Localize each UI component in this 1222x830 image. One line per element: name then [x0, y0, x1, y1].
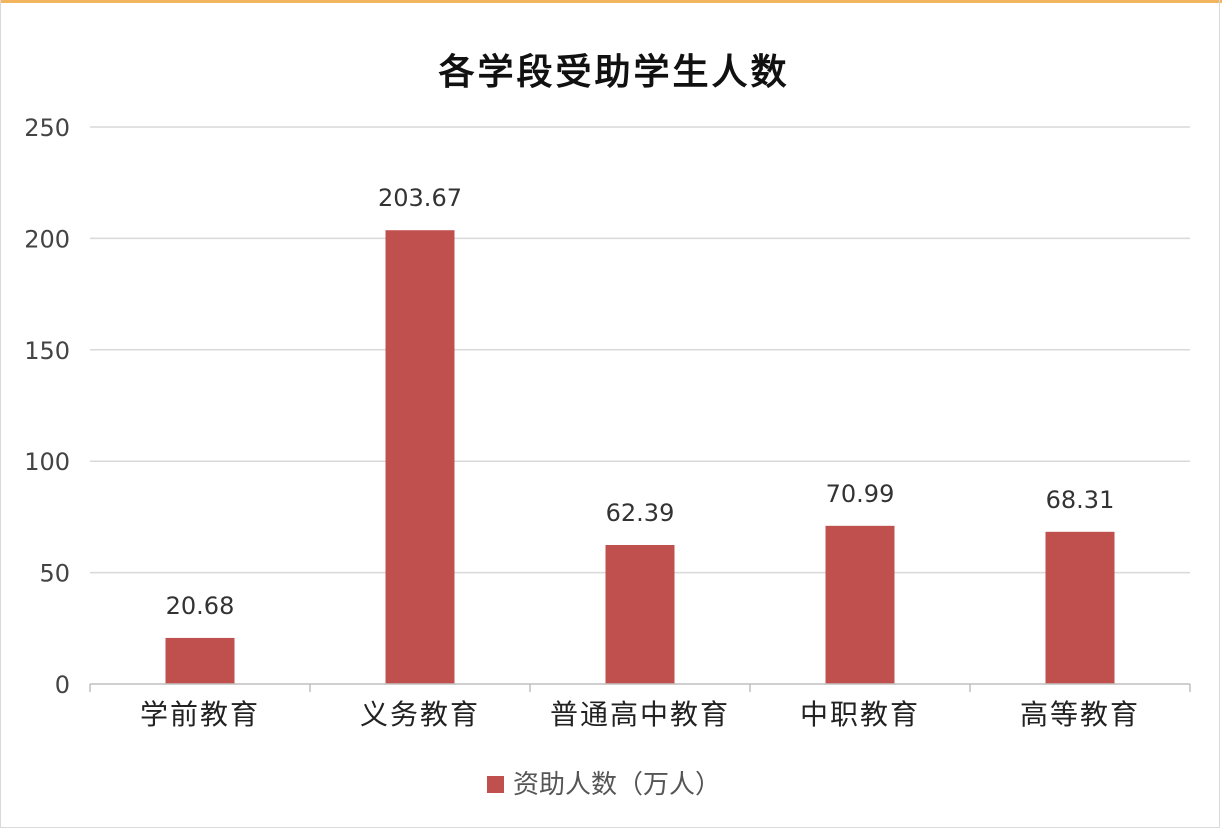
top-accent-line — [0, 0, 1222, 3]
data-labels: 20.68 203.67 62.39 70.99 68.31 — [166, 184, 1115, 620]
x-category-label: 普通高中教育 — [550, 698, 730, 731]
data-label: 203.67 — [378, 184, 462, 212]
y-tick-label: 200 — [24, 225, 70, 253]
y-tick-label: 50 — [39, 560, 70, 588]
x-axis: 学前教育 义务教育 普通高中教育 中职教育 高等教育 — [89, 683, 1191, 731]
x-category-label: 义务教育 — [360, 698, 480, 731]
bar — [385, 230, 455, 684]
y-axis-ticks: 0 50 100 150 200 250 — [24, 114, 70, 699]
data-label: 20.68 — [166, 592, 235, 620]
data-label: 62.39 — [606, 499, 675, 527]
x-category-label: 学前教育 — [140, 698, 260, 731]
y-tick-label: 150 — [24, 337, 70, 365]
legend-label: 资助人数（万人） — [513, 770, 721, 800]
bar — [165, 637, 235, 684]
y-tick-label: 250 — [24, 114, 70, 142]
data-label: 70.99 — [826, 480, 895, 508]
bar — [825, 525, 895, 684]
bar — [1045, 531, 1115, 684]
x-category-label: 中职教育 — [800, 698, 920, 731]
bar — [605, 544, 675, 684]
bars — [165, 230, 1115, 684]
gridlines — [90, 126, 1190, 574]
y-tick-label: 0 — [55, 671, 70, 699]
legend: 资助人数（万人） — [487, 770, 721, 800]
x-category-label: 高等教育 — [1020, 698, 1140, 731]
data-label: 68.31 — [1046, 486, 1115, 514]
y-tick-label: 100 — [24, 448, 70, 476]
chart-title: 各学段受助学生人数 — [438, 51, 789, 93]
legend-swatch — [487, 776, 504, 793]
